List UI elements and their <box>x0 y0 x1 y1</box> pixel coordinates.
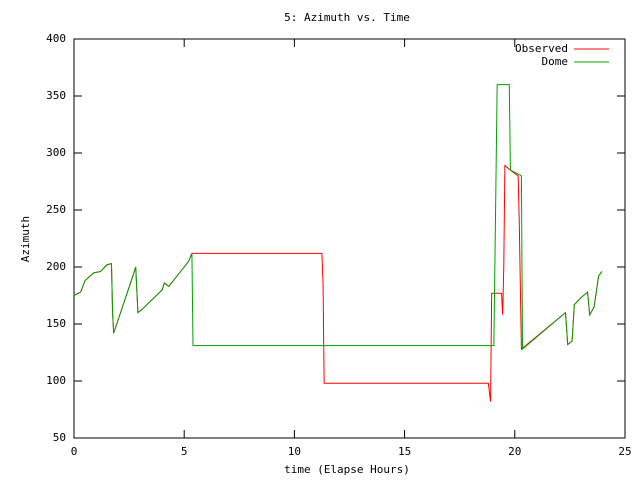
x-tick-label: 15 <box>398 445 411 458</box>
y-axis-label: Azimuth <box>19 216 32 262</box>
y-tick-label: 100 <box>46 374 66 387</box>
y-tick-label: 200 <box>46 260 66 273</box>
y-tick-label: 50 <box>53 431 66 444</box>
y-tick-label: 150 <box>46 317 66 330</box>
plot-border <box>73 38 626 439</box>
x-tick-label: 0 <box>71 445 78 458</box>
x-axis-label: time (Elapse Hours) <box>284 463 410 476</box>
y-tick-label: 350 <box>46 89 66 102</box>
y-tick-label: 300 <box>46 146 66 159</box>
x-tick-label: 5 <box>181 445 188 458</box>
y-tick-label: 250 <box>46 203 66 216</box>
legend-label: Dome <box>542 55 569 68</box>
x-tick-label: 25 <box>618 445 631 458</box>
chart-title: 5: Azimuth vs. Time <box>284 11 410 24</box>
data-line <box>73 164 603 402</box>
x-tick-label: 20 <box>508 445 521 458</box>
legend-label: Observed <box>515 42 568 55</box>
x-tick-label: 10 <box>288 445 301 458</box>
y-tick-label: 400 <box>46 32 66 45</box>
data-line <box>73 84 603 351</box>
